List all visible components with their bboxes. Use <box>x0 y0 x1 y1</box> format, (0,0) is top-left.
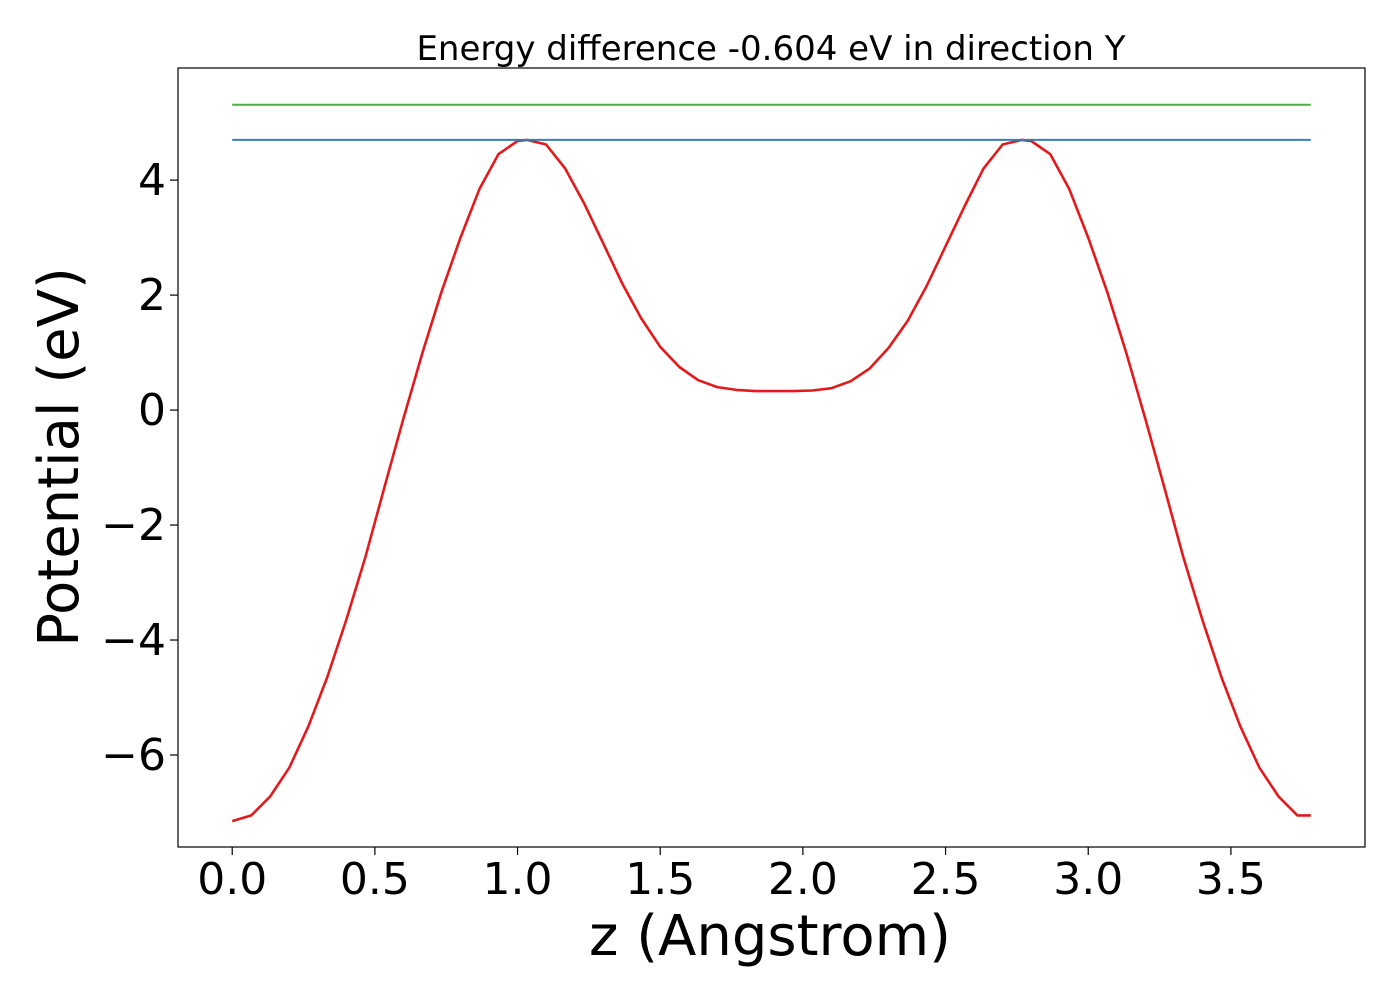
x-axis-label: z (Angstrom) <box>589 904 951 969</box>
x-tick-label: 1.5 <box>625 854 695 905</box>
x-tick-label: 3.5 <box>1196 854 1266 905</box>
x-axis: 0.0 0.5 1.0 1.5 2.0 2.5 3.0 3.5 <box>197 847 1266 905</box>
x-tick-label: 0.0 <box>197 854 267 905</box>
x-tick-label: 3.0 <box>1053 854 1123 905</box>
y-axis-label: Potential (eV) <box>27 267 92 647</box>
plot-area <box>231 103 1311 823</box>
y-tick-label: 0 <box>138 385 166 436</box>
y-tick-label: 2 <box>138 270 166 321</box>
x-tick-label: 0.5 <box>340 854 410 905</box>
y-tick-label: −2 <box>101 500 166 551</box>
x-tick-label: 1.0 <box>483 854 553 905</box>
y-tick-label: −6 <box>101 730 166 781</box>
x-tick-label: 2.5 <box>911 854 981 905</box>
chart-title: Energy difference -0.604 eV in direction… <box>416 29 1125 69</box>
potential-curve <box>231 138 1311 823</box>
y-tick-label: 4 <box>138 155 166 206</box>
y-tick-label: −4 <box>101 615 166 666</box>
x-tick-label: 2.0 <box>768 854 838 905</box>
axes-frame <box>177 67 1366 848</box>
y-axis: −6 −4 −2 0 2 4 <box>101 155 178 781</box>
